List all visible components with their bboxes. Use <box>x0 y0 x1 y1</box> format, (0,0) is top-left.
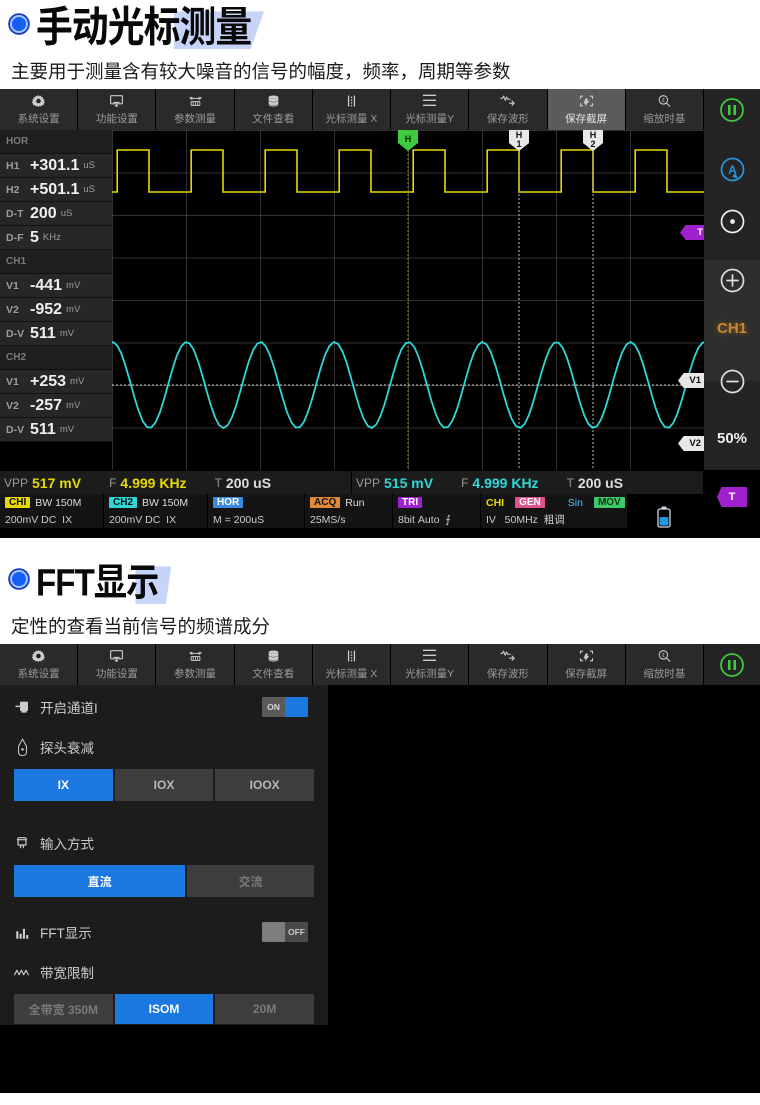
svg-text:Z: Z <box>662 653 665 658</box>
svg-text:Z: Z <box>662 98 665 103</box>
